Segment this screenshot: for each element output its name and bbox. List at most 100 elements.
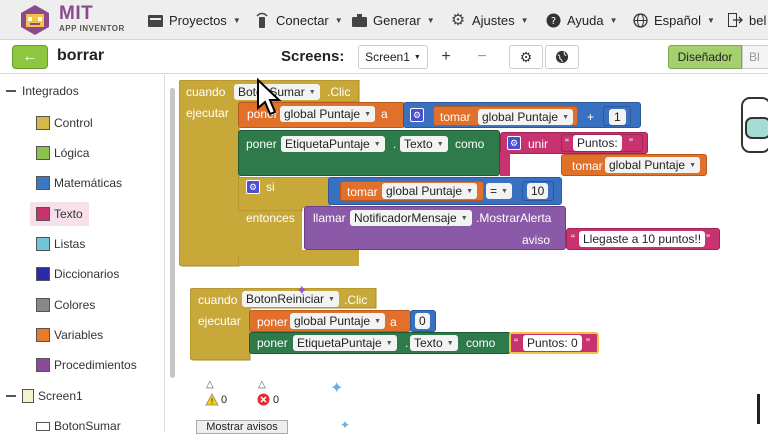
si-label: si [266, 180, 275, 194]
menu-proyectos[interactable]: Proyectos ▼ [147, 9, 241, 31]
settings-cogs-icon: ⚙ [519, 48, 533, 65]
project-properties-button[interactable]: ⚙ [509, 45, 543, 69]
menu-proyectos-label: Proyectos [169, 12, 227, 28]
collapse-icon [6, 395, 16, 397]
set-property-component-dropdown[interactable]: EtiquetaPuntaje ▼ [281, 136, 385, 152]
set-variable-dropdown[interactable]: global Puntaje ▼ [280, 106, 375, 122]
palette-item-texto[interactable]: Texto [30, 202, 89, 226]
palette-swatch [36, 237, 50, 251]
set-property-name-dropdown[interactable]: Texto ▼ [400, 136, 448, 152]
error-toggle-up-icon[interactable]: △ [258, 379, 266, 390]
palette-item-diccionarios[interactable]: Diccionarios [30, 262, 125, 286]
caret-down-icon: ▼ [413, 53, 421, 61]
event-name-label: .Clic [344, 293, 368, 307]
project-name: borrar [57, 47, 105, 64]
set-property-name-dropdown[interactable]: Texto ▼ [410, 335, 458, 351]
menu-conectar[interactable]: Conectar ▼ [254, 9, 343, 31]
menu-idioma[interactable]: Español ▼ [632, 9, 715, 31]
palette-item-label: Diccionarios [54, 267, 120, 281]
blocks-label: Bl [749, 50, 760, 64]
get-variable-dropdown[interactable]: global Puntaje ▼ [382, 183, 477, 199]
event-cuando-label: cuando [186, 85, 226, 99]
arrow-left-icon: ← [22, 48, 38, 65]
project-globe-button[interactable] [545, 45, 579, 69]
palette-item-colores[interactable]: Colores [30, 293, 101, 317]
component-label: BotonSumar [54, 419, 121, 433]
caret-down-icon: ▼ [520, 15, 529, 25]
workspace-scrollbar[interactable] [170, 88, 175, 378]
string-field[interactable]: Puntos: [573, 135, 622, 151]
string-field[interactable]: Puntos: 0 [523, 335, 582, 351]
warning-triangle-icon[interactable]: ! [205, 393, 219, 406]
screen-select[interactable]: Screen1 ▼ [358, 45, 428, 69]
caret-down-icon: ▼ [374, 317, 381, 325]
palette-item-listas[interactable]: Listas [30, 232, 91, 256]
trash-icon[interactable] [736, 94, 768, 156]
palette-swatch [36, 328, 50, 342]
number-value: 10 [531, 184, 545, 198]
get-tomar-label: tomar [440, 110, 471, 124]
menu-ayuda[interactable]: ? Ayuda ▼ [545, 9, 618, 31]
designer-button[interactable]: Diseñador [668, 45, 742, 69]
add-screen-button[interactable]: + [429, 45, 463, 69]
component-item-botonsumar[interactable]: BotonSumar [36, 414, 121, 438]
warning-toggle-up-icon[interactable]: △ [206, 379, 214, 390]
number-field[interactable]: 1 [609, 109, 626, 125]
menu-usuario[interactable]: bel [727, 9, 766, 31]
caret-down-icon: ▼ [689, 161, 696, 169]
back-button[interactable]: ← [12, 45, 48, 69]
string-field[interactable]: Llegaste a 10 puntos!! [579, 231, 706, 247]
mutator-gear-icon[interactable]: ⚙ [410, 108, 424, 122]
get-variable-dropdown[interactable]: global Puntaje ▼ [478, 109, 573, 125]
palette-item-control[interactable]: Control [30, 111, 99, 135]
string-value: Puntos: 0 [527, 336, 578, 350]
sparkle-icon: ✦ [330, 380, 344, 397]
ejecutar-label: ejecutar [198, 314, 241, 328]
event-cuando-label: cuando [198, 293, 238, 307]
blocks-button[interactable]: Bl [742, 45, 768, 69]
menu-generar[interactable]: Generar ▼ [351, 9, 435, 31]
app-inventor-logo[interactable]: MIT APP INVENTOR [18, 3, 128, 37]
palette-swatch [36, 146, 50, 160]
palette-item-label: Variables [54, 328, 104, 342]
event-component-dropdown[interactable]: BotonReiniciar ▼ [242, 291, 339, 307]
mutator-gear-icon[interactable]: ⚙ [246, 180, 260, 194]
palette-swatch [36, 207, 50, 221]
remove-screen-button[interactable]: − [465, 45, 499, 69]
logo-subtitle: APP INVENTOR [59, 24, 125, 33]
caret-down-icon: ▼ [562, 113, 569, 121]
quote-open: “ [565, 136, 569, 150]
number-field[interactable]: 0 [415, 313, 430, 329]
set-a-label: a [390, 315, 397, 329]
number-value: 1 [614, 110, 621, 124]
plus-icon: + [441, 48, 451, 65]
palette-item-procedimientos[interactable]: Procedimientos [30, 353, 143, 377]
warning-count: 0 [221, 394, 228, 406]
menu-ajustes[interactable]: ⚙ Ajustes ▼ [450, 9, 529, 31]
menu-ayuda-label: Ayuda [567, 12, 604, 28]
caret-down-icon: ▼ [436, 140, 444, 148]
number-field[interactable]: 10 [527, 183, 549, 199]
compare-operator-dropdown[interactable]: = ▼ [486, 183, 512, 199]
palette-item-matemáticas[interactable]: Matemáticas [30, 171, 128, 195]
help-icon: ? [545, 12, 561, 28]
palette-item-variables[interactable]: Variables [30, 323, 109, 347]
dot-label: . [405, 336, 409, 350]
palette-swatch [36, 116, 50, 130]
set-variable-dropdown[interactable]: global Puntaje ▼ [290, 313, 385, 329]
compare-operator-value: = [490, 184, 498, 198]
palette-item-lógica[interactable]: Lógica [30, 141, 95, 165]
mutator-gear-icon[interactable]: ⚙ [507, 136, 521, 150]
call-component-dropdown[interactable]: NotificadorMensaje ▼ [350, 210, 472, 226]
set-property-component-dropdown[interactable]: EtiquetaPuntaje ▼ [293, 335, 397, 351]
zoom-control-edge [757, 394, 760, 424]
number-value: 0 [419, 314, 426, 328]
screen-tree-item[interactable]: Screen1 [6, 384, 83, 408]
logo-icon [21, 5, 49, 35]
svg-text:!: ! [210, 397, 213, 406]
get-variable-value: global Puntaje [609, 158, 686, 172]
builtin-section[interactable]: Integrados [6, 79, 79, 103]
logo-mit-text: MIT [59, 3, 94, 24]
error-icon[interactable] [257, 393, 270, 406]
get-variable-dropdown[interactable]: global Puntaje ▼ [605, 157, 700, 173]
